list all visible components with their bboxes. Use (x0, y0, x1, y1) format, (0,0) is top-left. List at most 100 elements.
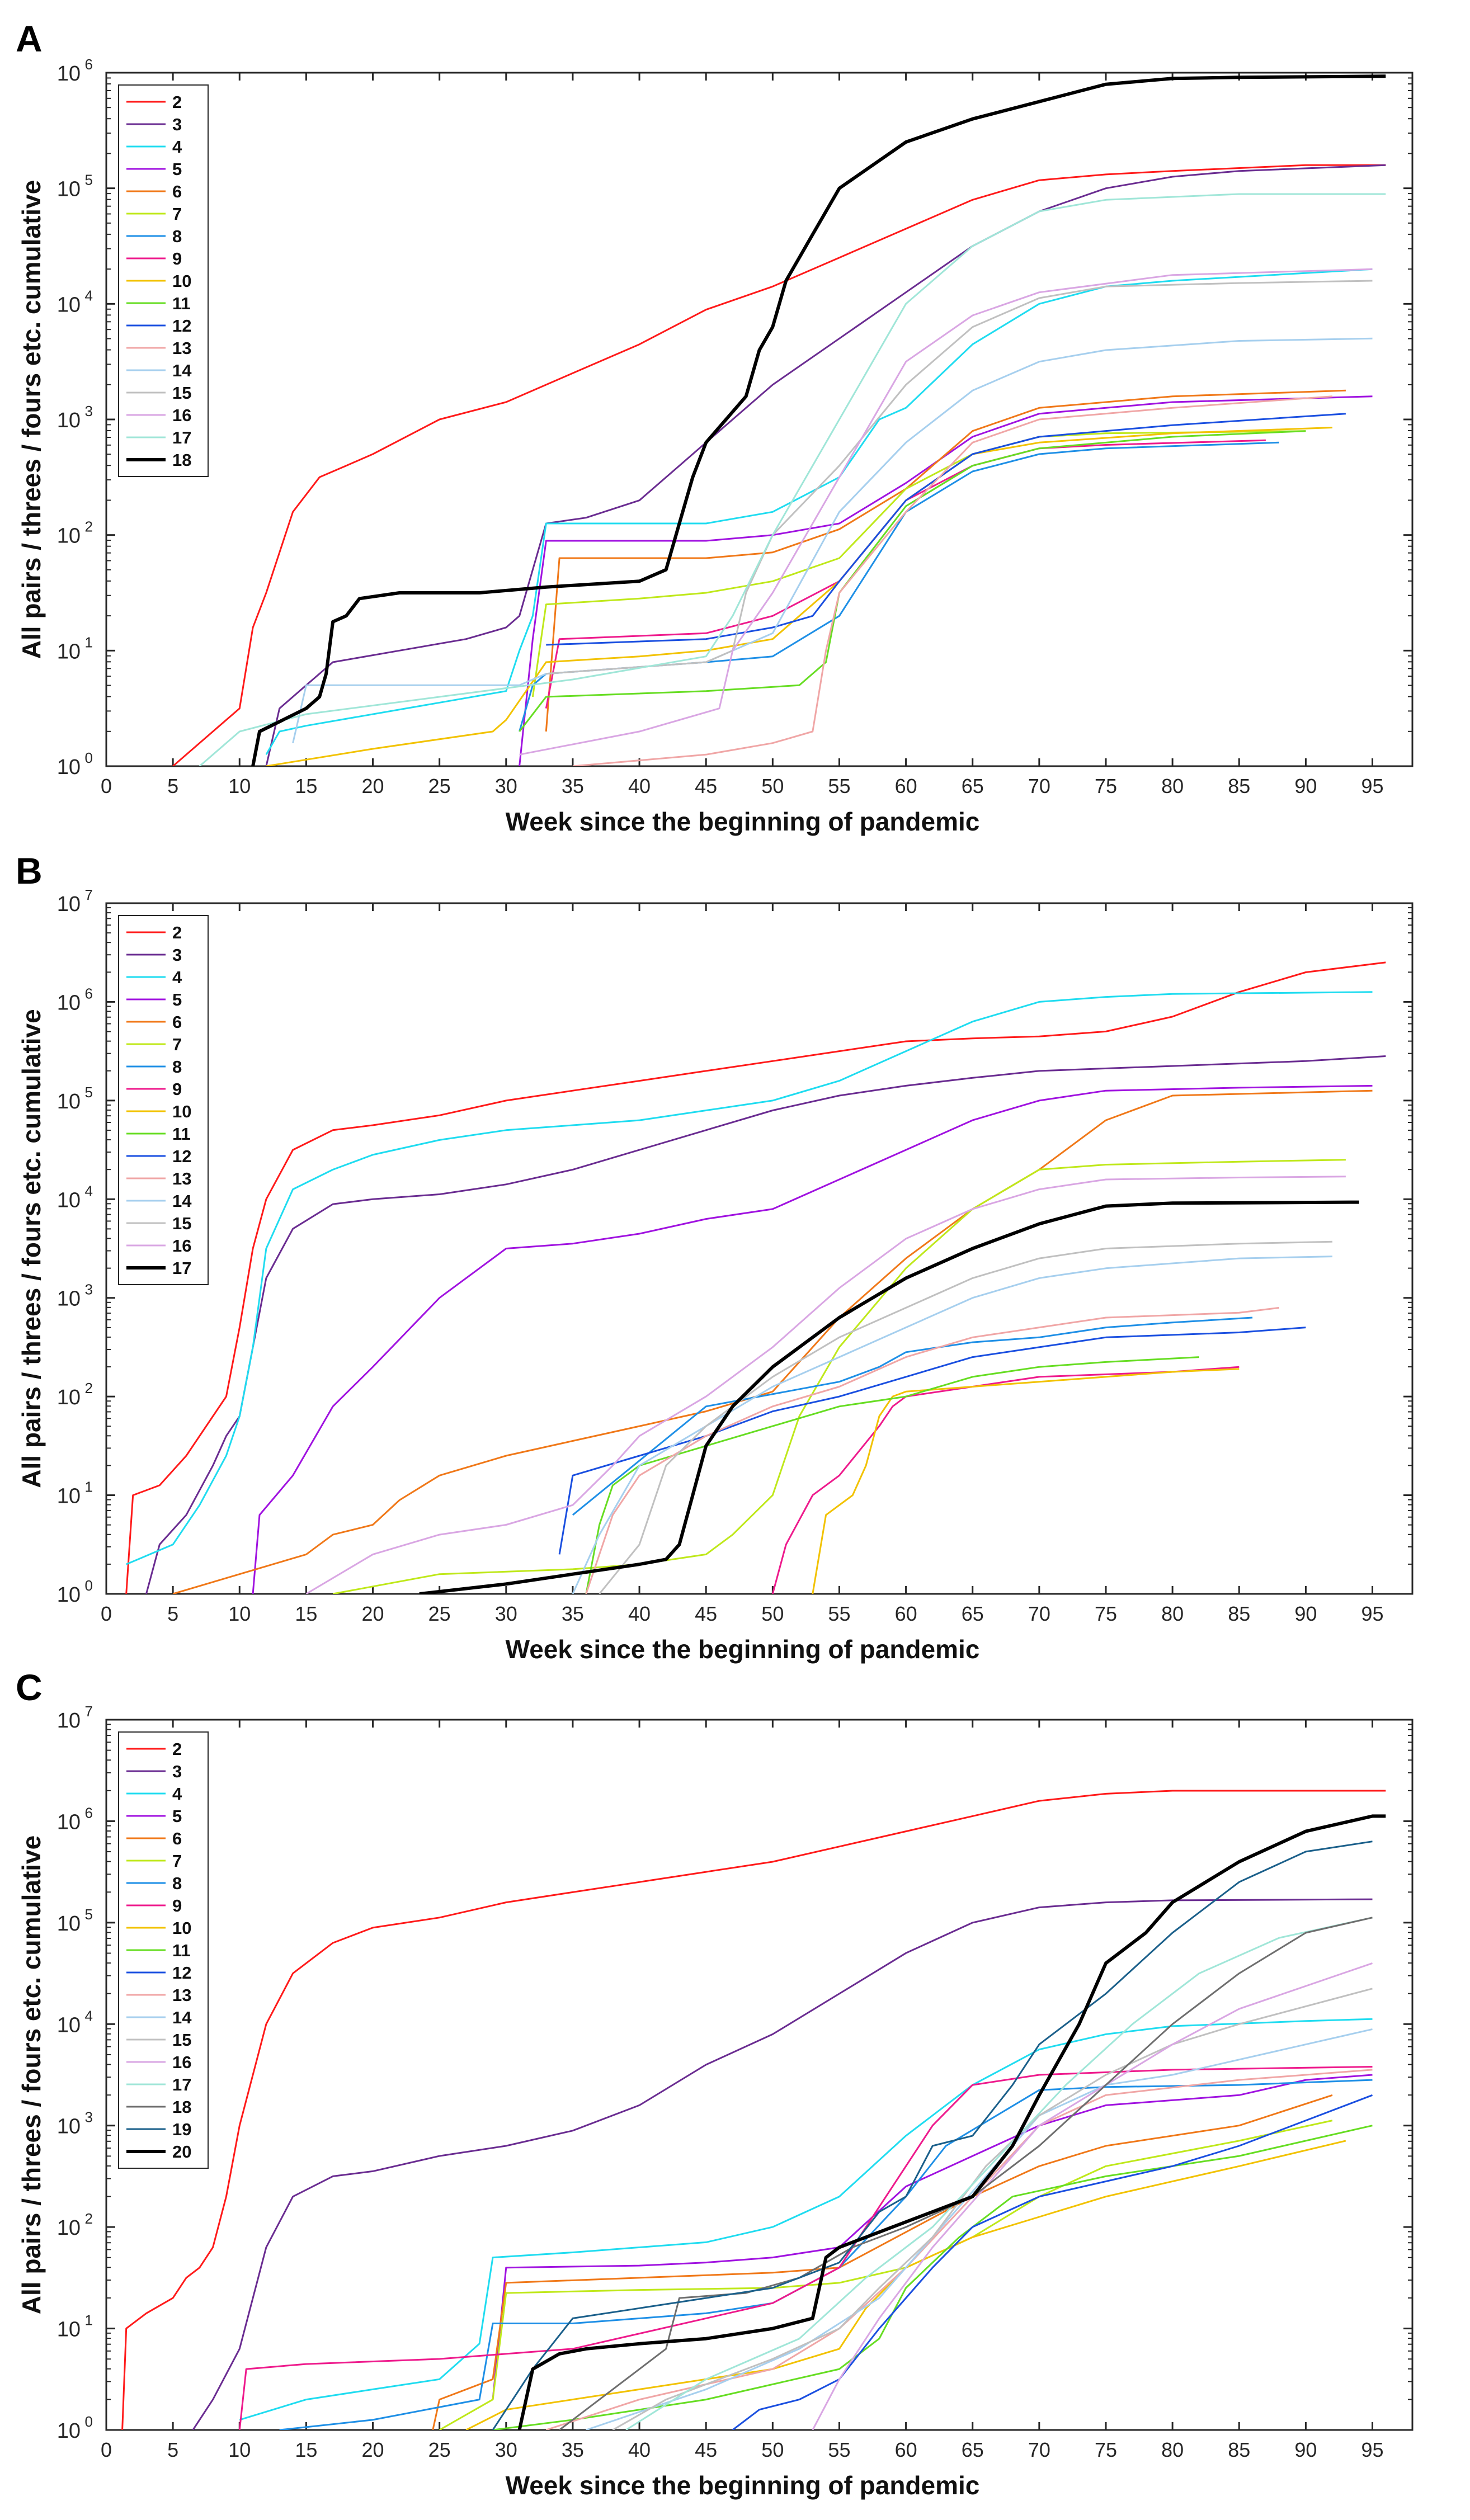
y-tick-label: 10 (57, 1709, 81, 1733)
x-tick-label: 75 (1095, 2438, 1117, 2461)
series-line-16 (519, 268, 1373, 756)
y-tick-exponent: 5 (85, 172, 93, 188)
panel-c: C 0 5 10 15 20 25 30 35 40 45 50 55 60 65 70 75 80 85 90 95… (16, 1667, 1414, 2500)
x-tick-label: 45 (695, 775, 717, 797)
x-tick-label: 40 (628, 1602, 651, 1625)
series-group (121, 1790, 1386, 2430)
legend-label-20: 20 (172, 2142, 191, 2162)
y-tick-label: 10 (57, 991, 81, 1014)
legend-label-12: 12 (172, 316, 191, 336)
series-line-3 (265, 164, 1386, 766)
x-tick-label: 40 (628, 2438, 651, 2461)
y-axis-label: All pairs / threes / fours etc. cumulati… (17, 1835, 46, 2314)
y-tick-label: 10 (57, 1386, 81, 1409)
series-line-8 (519, 441, 1279, 732)
y-tick-label: 10 (57, 62, 81, 86)
legend-label-2: 2 (172, 923, 182, 942)
legend-label-6: 6 (172, 182, 182, 201)
series-line-17 (625, 1917, 1373, 2430)
x-tick-label: 45 (695, 2438, 717, 2461)
y-tick-exponent: 7 (85, 886, 93, 903)
series-line-13 (572, 395, 1333, 766)
y-tick-exponent: 0 (85, 749, 93, 766)
x-tick-label: 90 (1294, 1602, 1317, 1625)
x-tick-label: 20 (362, 775, 384, 797)
x-tick-label: 5 (167, 1602, 178, 1625)
x-tick-label: 30 (495, 775, 517, 797)
x-tick-label: 95 (1361, 2438, 1383, 2461)
y-tick-label: 10 (57, 2216, 81, 2240)
y-axis-label: All pairs / threes / fours etc. cumulati… (17, 180, 46, 659)
x-tick-label: 15 (295, 2438, 317, 2461)
legend-box (118, 915, 209, 1285)
series-line-5 (492, 2074, 1373, 2400)
series-line-20 (517, 1814, 1386, 2430)
series-line-4 (126, 991, 1373, 1565)
y-tick-label: 10 (57, 893, 81, 916)
x-tick-label: 40 (628, 775, 651, 797)
series-line-5 (519, 395, 1373, 766)
x-tick-label: 10 (228, 775, 251, 797)
series-line-18 (251, 74, 1386, 766)
x-tick-label: 85 (1228, 1602, 1250, 1625)
series-line-14 (292, 337, 1373, 744)
x-tick-label: 0 (101, 775, 112, 797)
y-tick-label: 10 (57, 1810, 81, 1834)
x-tick-label: 20 (362, 2438, 384, 2461)
legend-label-8: 8 (172, 1057, 182, 1077)
y-tick-exponent: 4 (85, 287, 93, 304)
legend-label-2: 2 (172, 1739, 182, 1759)
legend-label-7: 7 (172, 204, 182, 224)
series-line-15 (546, 280, 1373, 675)
series-line-2 (125, 961, 1386, 1594)
x-tick-label: 85 (1228, 775, 1250, 797)
y-tick-label: 10 (57, 2013, 81, 2037)
series-line-14 (572, 1256, 1333, 1594)
y-tick-exponent: 2 (85, 2210, 93, 2227)
legend-label-7: 7 (172, 1851, 182, 1871)
series-line-2 (121, 1790, 1386, 2430)
x-tick-label: 30 (495, 1602, 517, 1625)
x-tick-label: 85 (1228, 2438, 1250, 2461)
x-tick-label: 65 (962, 2438, 984, 2461)
legend-label-15: 15 (172, 383, 191, 403)
legend-label-2: 2 (172, 92, 182, 112)
y-tick-label: 10 (57, 1485, 81, 1508)
series-line-3 (145, 1055, 1386, 1594)
legend-label-11: 11 (172, 1124, 191, 1144)
y-tick-label: 10 (57, 756, 81, 779)
x-tick-label: 0 (101, 2438, 112, 2461)
legend-label-4: 4 (172, 137, 182, 157)
y-axis-label: All pairs / threes / fours etc. cumulati… (17, 1009, 46, 1488)
x-tick-label: 65 (962, 1602, 984, 1625)
legend-label-17: 17 (172, 1258, 191, 1278)
x-tick-label: 65 (962, 775, 984, 797)
legend-label-6: 6 (172, 1829, 182, 1848)
x-tick-label: 55 (828, 1602, 850, 1625)
x-tick-label: 5 (167, 2438, 178, 2461)
x-tick-label: 25 (428, 2438, 451, 2461)
legend-label-8: 8 (172, 1874, 182, 1893)
x-tick-label: 60 (895, 2438, 917, 2461)
x-tick-label: 80 (1161, 775, 1184, 797)
x-axis-label: Week since the beginning of pandemic (506, 2471, 980, 2500)
y-tick-exponent: 0 (85, 1577, 93, 1594)
x-tick-label: 0 (101, 1602, 112, 1625)
y-tick-exponent: 6 (85, 56, 93, 73)
y-tick-exponent: 3 (85, 1281, 93, 1298)
y-tick-label: 10 (57, 2419, 81, 2443)
x-tick-label: 35 (562, 1602, 584, 1625)
x-tick-label: 70 (1028, 1602, 1050, 1625)
y-tick-label: 10 (57, 525, 81, 548)
series-line-17 (419, 1200, 1359, 1594)
x-tick-label: 35 (562, 2438, 584, 2461)
legend-label-13: 13 (172, 1985, 191, 2005)
y-tick-label: 10 (57, 1188, 81, 1212)
series-line-3 (192, 1898, 1373, 2430)
legend-label-9: 9 (172, 1896, 182, 1915)
legend-label-14: 14 (172, 2008, 192, 2027)
plot-area (105, 902, 1414, 1595)
x-tick-label: 45 (695, 1602, 717, 1625)
series-line-4 (265, 268, 1373, 756)
